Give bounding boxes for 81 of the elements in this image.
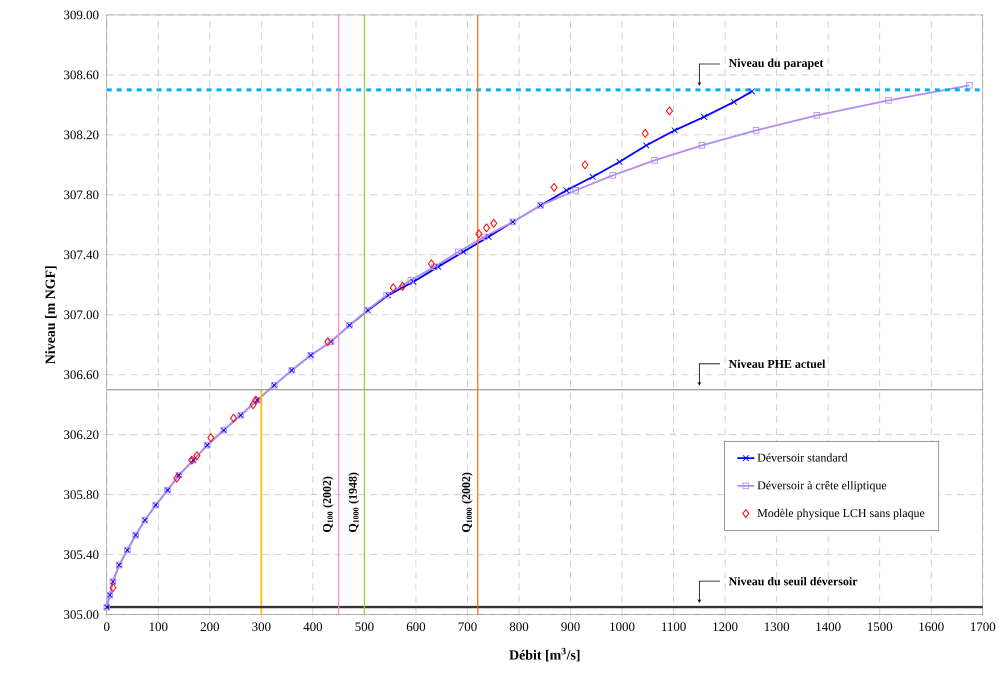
- x-tick-label: 700: [458, 622, 477, 631]
- point: [428, 259, 435, 268]
- point: [475, 229, 482, 238]
- x-tick-label: 1000: [610, 622, 634, 631]
- point: [616, 158, 623, 165]
- x-tick-label: 0: [104, 622, 110, 631]
- x-tick-label: 1600: [919, 622, 944, 631]
- point: [460, 248, 467, 255]
- point: [490, 218, 498, 228]
- x-tick-label: 1100: [662, 622, 686, 631]
- x-tick-label: 1400: [816, 622, 841, 631]
- point: [610, 172, 616, 178]
- x-tick-label: 500: [355, 622, 374, 631]
- point: [563, 186, 570, 194]
- y-axis-title: Niveau [m NGF]: [45, 266, 57, 364]
- x-tick-label: 1200: [713, 622, 738, 631]
- point: [666, 106, 673, 116]
- y-tick-label: 306.60: [64, 370, 99, 379]
- point: [399, 282, 406, 291]
- y-tick-label: 309.00: [64, 10, 99, 20]
- y-tick-label: 305.00: [64, 610, 99, 619]
- ref-line-label: Niveau PHE actuel: [728, 359, 826, 368]
- y-tick-label: 308.60: [64, 70, 99, 80]
- point: [434, 263, 442, 270]
- point: [207, 433, 214, 442]
- point: [572, 186, 579, 194]
- point: [748, 88, 756, 94]
- point: [730, 98, 738, 105]
- point: [581, 160, 588, 170]
- x-tick-label: 800: [510, 622, 528, 631]
- y-tick-label: 308.20: [64, 130, 99, 140]
- x-tick-label: 1300: [764, 622, 790, 631]
- point: [589, 173, 596, 180]
- point: [481, 233, 488, 240]
- ref-line-label: Niveau du parapet: [728, 58, 824, 70]
- point: [454, 248, 462, 255]
- point: [700, 113, 708, 120]
- point: [431, 263, 438, 270]
- point: [966, 82, 973, 88]
- point: [173, 473, 180, 482]
- legend-label: Déversoir standard: [758, 453, 848, 462]
- y-tick-label: 306.20: [64, 430, 99, 439]
- x-axis-title: Débit [m$^{3}$/s]: [509, 648, 580, 662]
- legend-label: Modèle physique LCH sans plaque: [758, 508, 924, 520]
- x-tick-label: 600: [406, 622, 426, 631]
- y-tick-label: 305.40: [64, 550, 99, 559]
- point: [671, 126, 678, 134]
- point: [483, 223, 490, 232]
- x-tick-label: 1700: [970, 622, 996, 631]
- point: [109, 582, 116, 592]
- x-tick-label: 400: [303, 622, 322, 631]
- point: [642, 128, 649, 138]
- point: [698, 142, 706, 148]
- point: [250, 400, 257, 410]
- y-tick-label: 307.80: [64, 190, 99, 200]
- point: [752, 126, 760, 134]
- point: [193, 450, 200, 460]
- point: [408, 276, 414, 284]
- point: [324, 337, 332, 346]
- y-tick-label: 305.80: [64, 490, 99, 499]
- ref-line-label: Q$_{1000}$ (1948): [348, 472, 360, 532]
- ref-line-label: Niveau du seuil déversoir: [728, 576, 858, 586]
- y-tick-label: 307.40: [64, 250, 99, 260]
- y-tick-label: 307.00: [64, 310, 99, 319]
- legend-label: Déversoir à crête elliptique: [758, 480, 886, 492]
- ref-line-label: Q$_{100}$ (2002): [322, 476, 334, 532]
- point: [651, 156, 658, 164]
- point: [410, 278, 417, 285]
- ref-line-label: Q$_{1000}$ (2002): [462, 472, 473, 532]
- x-tick-label: 900: [561, 622, 580, 631]
- point: [230, 414, 238, 422]
- point: [390, 283, 397, 292]
- x-tick-label: 300: [252, 622, 271, 631]
- point: [814, 112, 820, 118]
- x-tick-label: 100: [150, 622, 168, 631]
- point: [485, 233, 492, 240]
- point: [643, 142, 650, 148]
- x-tick-label: 200: [200, 622, 220, 631]
- x-tick-label: 1500: [868, 622, 892, 631]
- point: [550, 182, 558, 192]
- point: [885, 96, 892, 104]
